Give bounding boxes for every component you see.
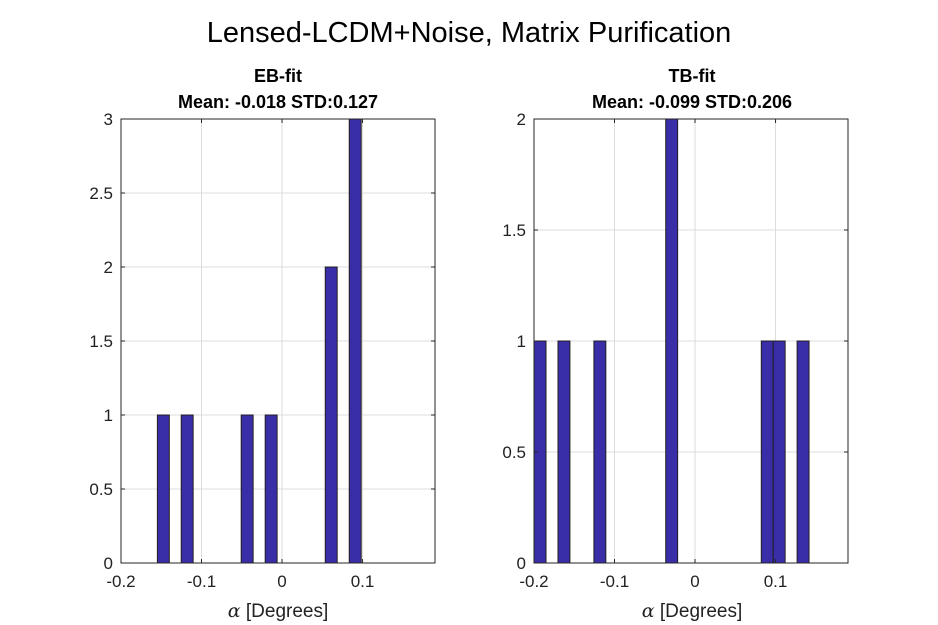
- eb-fit-panel: EB-fit Mean: -0.018 STD:0.127 -0.2 -0.1 0 0…: [89, 66, 436, 622]
- eb-fit-x-axis-symbol: α: [228, 600, 241, 622]
- eb-fit-bar-1: [180, 414, 194, 564]
- tb-fit-bar-6: [796, 340, 810, 564]
- eb-fit-y-tick-label-6: 3: [104, 110, 113, 129]
- tb-fit-bar-4: [760, 340, 774, 564]
- tb-fit-y-tick-label-4: 2: [517, 110, 526, 129]
- tb-fit-panel: TB-fit Mean: -0.099 STD:0.206 -0.2 -0.1 0 0…: [502, 66, 849, 622]
- tb-fit-bar-1: [557, 340, 571, 564]
- tb-fit-x-tick-label-0: -0.2: [519, 572, 548, 591]
- tb-fit-x-axis-label: α [Degrees]: [642, 600, 743, 622]
- eb-fit-bar-0: [156, 414, 170, 564]
- tb-fit-x-tick-label-1: -0.1: [600, 572, 629, 591]
- eb-fit-plot-area: -0.2 -0.1 0 0.1 0 0.5 1 1.5 2 2.5 3: [89, 110, 436, 591]
- eb-fit-y-tick-label-2: 1: [104, 406, 113, 425]
- eb-fit-stats: Mean: -0.018 STD:0.127: [178, 92, 378, 112]
- eb-fit-y-tick-label-4: 2: [104, 258, 113, 277]
- tb-fit-bar-3: [665, 118, 679, 564]
- eb-fit-x-axis-unit: [Degrees]: [241, 601, 329, 622]
- tb-fit-title: TB-fit: [669, 66, 716, 86]
- eb-fit-x-tick-label-0: -0.2: [106, 572, 135, 591]
- eb-fit-x-tick-label-3: 0.1: [351, 572, 375, 591]
- eb-fit-x-axis-label: α [Degrees]: [228, 600, 329, 622]
- eb-fit-y-tick-label-3: 1.5: [89, 332, 113, 351]
- tb-fit-x-axis-symbol: α: [642, 600, 655, 622]
- eb-fit-x-tick-label-2: 0: [277, 572, 286, 591]
- tb-fit-y-tick-label-3: 1.5: [502, 221, 526, 240]
- tb-fit-y-tick-label-1: 0.5: [502, 443, 526, 462]
- eb-fit-y-tick-label-5: 2.5: [89, 184, 113, 203]
- eb-fit-bar-3: [264, 414, 278, 564]
- eb-fit-x-tick-label-1: -0.1: [187, 572, 216, 591]
- tb-fit-y-tick-label-0: 0: [517, 554, 526, 573]
- eb-fit-y-tick-label-1: 0.5: [89, 480, 113, 499]
- tb-fit-bar-5: [772, 340, 786, 564]
- eb-fit-bar-5: [348, 118, 362, 564]
- tb-fit-x-axis-unit: [Degrees]: [655, 601, 743, 622]
- tb-fit-plot-area: -0.2 -0.1 0 0.1 0 0.5 1 1.5 2: [502, 110, 849, 591]
- tb-fit-x-tick-label-3: 0.1: [764, 572, 788, 591]
- eb-fit-bar-2: [240, 414, 254, 564]
- tb-fit-stats: Mean: -0.099 STD:0.206: [592, 92, 792, 112]
- tb-fit-bar-2: [593, 340, 607, 564]
- figure-title: Lensed-LCDM+Noise, Matrix Purification: [207, 17, 732, 49]
- eb-fit-title: EB-fit: [254, 66, 302, 86]
- eb-fit-y-tick-label-0: 0: [104, 554, 113, 573]
- tb-fit-y-tick-label-2: 1: [517, 332, 526, 351]
- tb-fit-x-tick-label-2: 0: [690, 572, 699, 591]
- eb-fit-bar-4: [324, 266, 338, 564]
